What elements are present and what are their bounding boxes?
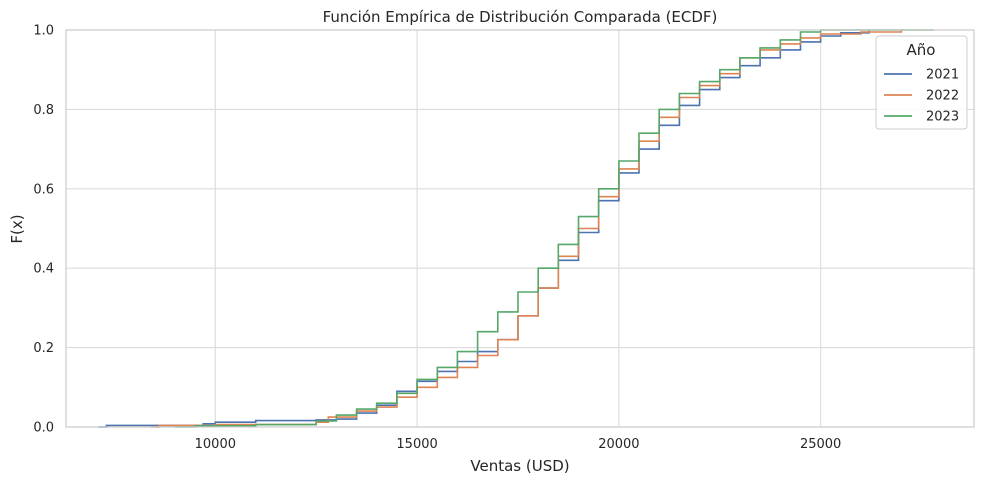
chart-title: Función Empírica de Distribución Compara… [323, 8, 718, 26]
legend-title: Año [907, 41, 936, 59]
legend-label-2022: 2022 [926, 89, 959, 104]
legend-items: 2021 2022 2023 [884, 68, 959, 125]
y-tick-label: 0.2 [33, 341, 54, 356]
y-tick-label: 0.8 [33, 103, 54, 118]
series-layer [98, 29, 934, 428]
x-tick-label: 25000 [800, 437, 841, 452]
legend-label-2021: 2021 [926, 68, 959, 83]
x-tick-label: 20000 [598, 437, 639, 452]
y-tick-label: 0.0 [33, 421, 54, 436]
y-axis-label: F(x) [8, 214, 26, 243]
series-line-2023 [175, 29, 934, 428]
x-axis-ticks: 10000 15000 20000 25000 [195, 437, 842, 452]
x-tick-label: 10000 [195, 437, 236, 452]
y-tick-label: 0.4 [33, 262, 54, 277]
x-axis-label: Ventas (USD) [470, 457, 569, 475]
plot-frame [65, 29, 975, 428]
legend-box [875, 35, 968, 130]
legend-label-2023: 2023 [926, 110, 959, 125]
y-tick-label: 0.6 [33, 182, 54, 197]
legend: Año 2021 2022 2023 [875, 35, 968, 130]
y-tick-label: 1.0 [33, 24, 54, 39]
y-axis-ticks: 0.0 0.2 0.4 0.6 0.8 1.0 [33, 24, 54, 436]
x-tick-label: 15000 [396, 437, 437, 452]
